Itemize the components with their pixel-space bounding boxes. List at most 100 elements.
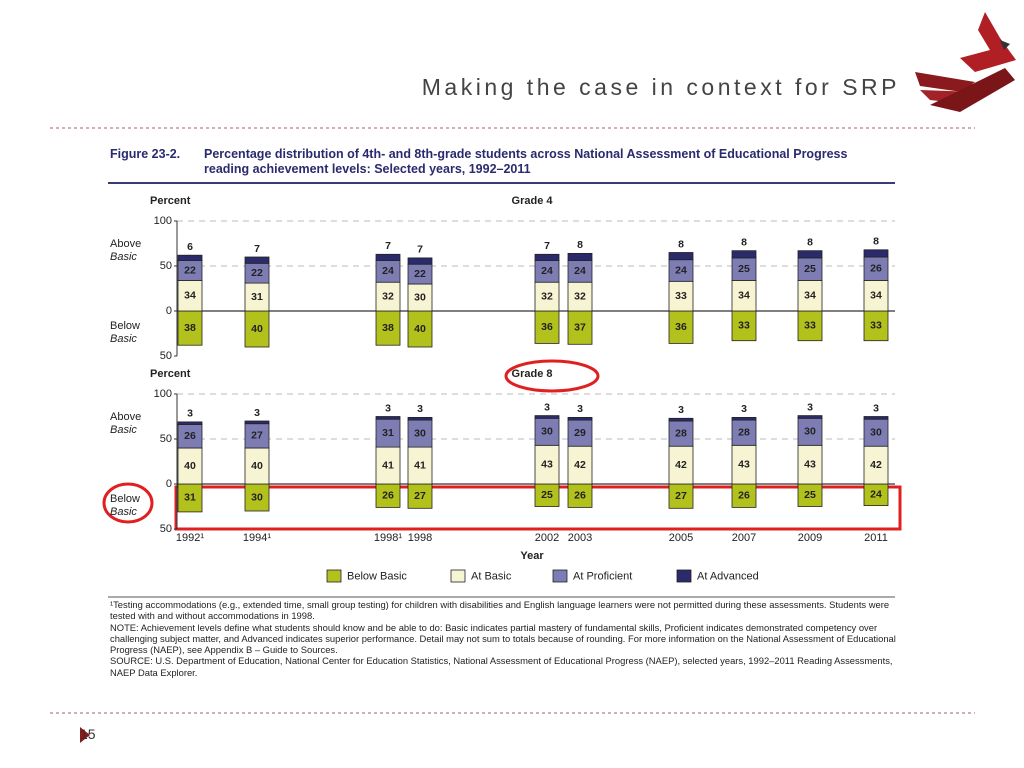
- y-tick-label: 0: [166, 305, 172, 317]
- bar-segment: [244, 447, 270, 485]
- value-label: 30: [414, 427, 426, 439]
- value-label: 40: [184, 460, 196, 472]
- value-label: 33: [870, 320, 882, 332]
- value-label: 32: [541, 290, 553, 302]
- bar-segment: [863, 310, 889, 342]
- x-tick-label: 2002: [535, 532, 559, 544]
- x-axis-label: Year: [520, 550, 544, 562]
- bar-segment: [797, 444, 823, 485]
- value-label: 3: [385, 402, 391, 414]
- value-label: 32: [382, 290, 394, 302]
- slide-title: Making the case in context for SRP: [421, 74, 900, 100]
- value-label: 38: [382, 322, 394, 334]
- value-label: 34: [870, 289, 882, 301]
- bar-segment: [407, 483, 433, 509]
- value-label: 24: [382, 265, 394, 277]
- bar-segment: [407, 416, 433, 421]
- bar-segment: [797, 279, 823, 312]
- upper-label: Above: [110, 411, 141, 423]
- value-label: 31: [251, 291, 263, 303]
- bar-segment: [668, 252, 694, 261]
- y-tick-label: 50: [160, 523, 172, 535]
- value-label: 30: [804, 426, 816, 438]
- lower-label: Basic: [110, 333, 137, 345]
- bar-segment: [797, 250, 823, 259]
- x-tick-label: 2009: [798, 532, 822, 544]
- legend-label: Below Basic: [347, 570, 407, 582]
- bar-segment: [534, 415, 560, 419]
- value-label: 8: [807, 236, 813, 248]
- value-label: 22: [184, 264, 196, 276]
- value-label: 30: [251, 491, 263, 503]
- value-label: 7: [385, 240, 391, 252]
- value-label: 7: [544, 240, 550, 252]
- lower-label: Below: [110, 320, 140, 332]
- value-label: 22: [251, 267, 263, 279]
- value-label: 25: [804, 263, 816, 275]
- x-tick-label: 2003: [568, 532, 592, 544]
- bar-segment: [731, 419, 757, 446]
- bar-segment: [244, 282, 270, 312]
- bar-segment: [177, 310, 203, 346]
- value-label: 37: [574, 321, 586, 333]
- x-tick-label: 2007: [732, 532, 756, 544]
- value-label: 28: [738, 426, 750, 438]
- value-label: 25: [804, 489, 816, 501]
- y-axis-label: Percent: [150, 368, 191, 380]
- value-label: 26: [870, 262, 882, 274]
- legend-swatch: [676, 569, 692, 583]
- value-label: 3: [678, 404, 684, 416]
- bar-segment: [668, 420, 694, 447]
- value-label: 42: [675, 459, 687, 471]
- value-label: 3: [544, 401, 550, 413]
- value-label: 3: [577, 403, 583, 415]
- bar-segment: [407, 257, 433, 265]
- y-tick-label: 50: [160, 260, 172, 272]
- page-number: 15: [80, 726, 96, 742]
- bar-segment: [668, 310, 694, 344]
- value-label: 26: [184, 430, 196, 442]
- bar-segment: [177, 421, 203, 425]
- value-label: 27: [414, 490, 426, 502]
- value-label: 25: [541, 489, 553, 501]
- value-label: 33: [738, 320, 750, 332]
- value-label: 26: [574, 489, 586, 501]
- x-tick-label: 1998¹: [374, 532, 402, 544]
- y-tick-label: 100: [154, 388, 172, 400]
- upper-label: Above: [110, 238, 141, 250]
- bar-segment: [668, 445, 694, 485]
- bar-segment: [177, 254, 203, 261]
- chart-title: Grade 4: [512, 195, 554, 207]
- bar-segment: [244, 483, 270, 512]
- x-tick-label: 1994¹: [243, 532, 271, 544]
- value-label: 36: [541, 321, 553, 333]
- upper-label: Basic: [110, 424, 137, 436]
- lower-label: Basic: [110, 506, 137, 518]
- note: NOTE: Achievement levels define what stu…: [110, 621, 896, 656]
- value-label: 43: [804, 458, 816, 470]
- value-label: 41: [414, 459, 426, 471]
- bar-segment: [534, 417, 560, 446]
- value-label: 3: [187, 408, 193, 420]
- value-label: 38: [184, 322, 196, 334]
- value-label: 32: [574, 290, 586, 302]
- bar-segment: [177, 483, 203, 513]
- value-label: 26: [738, 489, 750, 501]
- bar-segment: [407, 419, 433, 448]
- value-label: 43: [541, 458, 553, 470]
- bar-segment: [863, 249, 889, 258]
- value-label: 42: [870, 459, 882, 471]
- bar-segment: [534, 253, 560, 262]
- bar-segment: [567, 419, 593, 447]
- value-label: 29: [574, 427, 586, 439]
- note: SOURCE: U.S. Department of Education, Na…: [110, 655, 893, 678]
- bar-segment: [567, 416, 593, 421]
- value-label: 8: [741, 236, 747, 248]
- value-label: 28: [675, 427, 687, 439]
- bar-segment: [797, 310, 823, 342]
- legend-label: At Proficient: [573, 570, 632, 582]
- value-label: 24: [574, 265, 586, 277]
- value-label: 22: [414, 268, 426, 280]
